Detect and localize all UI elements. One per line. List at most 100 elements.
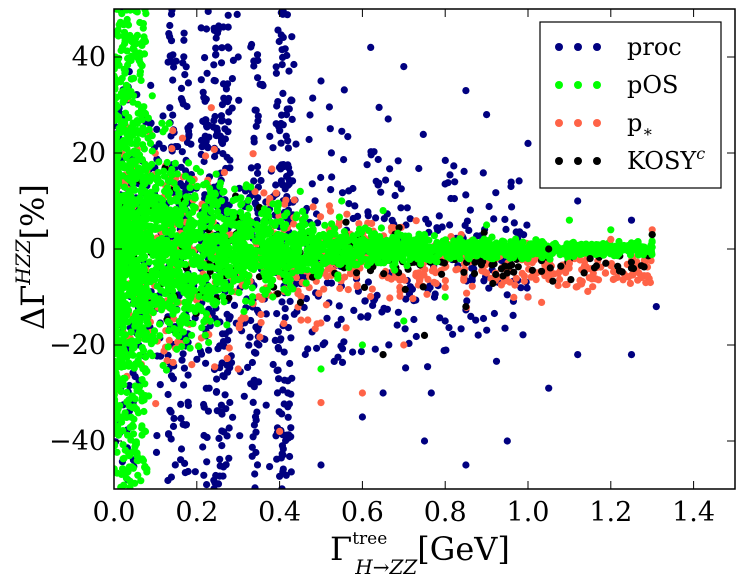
point-proc — [338, 127, 346, 135]
point-proc — [319, 341, 327, 349]
point-pos — [147, 340, 155, 348]
point-proc — [181, 469, 189, 477]
point-proc — [230, 301, 239, 309]
point-proc — [466, 206, 474, 214]
point-p — [235, 321, 243, 329]
point-pos — [134, 331, 142, 339]
point-pos — [391, 266, 399, 274]
point-proc — [302, 295, 310, 303]
point-pos — [114, 339, 121, 347]
point-proc — [273, 366, 281, 375]
point-pos — [131, 311, 139, 320]
point-pos — [189, 320, 197, 328]
point-proc — [266, 132, 274, 140]
point-proc — [501, 215, 509, 223]
point-pos — [269, 293, 277, 301]
point-pos — [151, 203, 159, 211]
point-proc — [357, 313, 365, 321]
point-pos — [335, 213, 343, 221]
point-proc — [305, 135, 313, 144]
point-pos — [223, 321, 231, 329]
point-proc — [181, 459, 189, 467]
point-proc — [280, 163, 288, 171]
point-pos — [470, 251, 478, 259]
point-pos — [123, 398, 131, 406]
point-pos — [261, 219, 269, 227]
point-proc — [335, 302, 343, 310]
point-pos — [120, 481, 128, 489]
point-proc — [501, 324, 509, 332]
point-pos — [136, 18, 144, 27]
point-proc — [204, 9, 212, 15]
point-proc — [156, 381, 164, 389]
point-proc — [168, 58, 176, 66]
point-pos — [114, 185, 121, 193]
point-pos — [259, 286, 267, 294]
point-proc — [155, 140, 163, 148]
point-proc — [235, 96, 243, 104]
point-pos — [202, 263, 210, 271]
point-proc — [472, 316, 480, 324]
point-proc — [450, 162, 458, 170]
point-pos — [141, 380, 149, 388]
point-proc — [166, 21, 174, 30]
point-pos — [115, 54, 123, 62]
point-kosyc — [546, 264, 554, 272]
point-proc — [372, 177, 380, 185]
point-proc — [199, 443, 207, 451]
point-p — [626, 279, 635, 287]
point-pos — [284, 263, 292, 271]
point-pos — [127, 350, 135, 358]
point-proc — [438, 223, 446, 231]
point-proc — [328, 173, 336, 181]
point-pos — [222, 221, 230, 229]
point-proc — [210, 117, 218, 125]
point-pos — [197, 254, 205, 263]
point-pos — [377, 224, 385, 232]
point-pos — [136, 247, 144, 255]
point-proc — [216, 455, 224, 463]
point-proc — [159, 144, 168, 152]
point-p — [643, 272, 652, 280]
point-pos — [303, 266, 311, 274]
point-pos — [120, 270, 128, 279]
point-pos — [114, 9, 121, 13]
point-pos — [197, 285, 205, 293]
point-pos — [230, 237, 238, 245]
point-proc — [433, 224, 441, 232]
point-proc — [180, 381, 188, 389]
point-p — [257, 310, 265, 319]
point-pos — [114, 321, 122, 329]
point-pos — [183, 319, 191, 327]
point-proc — [426, 283, 434, 292]
point-pos — [241, 224, 249, 232]
point-p — [432, 279, 440, 287]
point-pos — [526, 240, 534, 248]
point-proc — [200, 93, 208, 101]
point-proc — [394, 308, 402, 316]
point-pos — [499, 243, 507, 251]
point-pos — [124, 265, 132, 273]
point-pos — [303, 246, 311, 254]
point-p — [463, 289, 471, 297]
point-proc — [375, 103, 383, 111]
point-pos — [114, 305, 122, 313]
point-pos — [142, 284, 150, 292]
point-proc — [187, 140, 195, 148]
point-proc — [177, 163, 185, 171]
point-pos — [227, 217, 235, 226]
point-p — [169, 127, 177, 135]
point-pos — [353, 261, 361, 269]
point-proc — [168, 496, 175, 503]
point-pos — [153, 282, 161, 290]
point-pos — [272, 218, 280, 226]
point-pos — [137, 477, 145, 485]
point-pos — [220, 260, 228, 268]
point-pos — [169, 210, 177, 218]
point-pos — [140, 209, 148, 217]
point-pos — [401, 235, 409, 243]
point-pos — [121, 198, 130, 206]
point-p — [353, 281, 361, 289]
point-kosyc — [614, 262, 622, 270]
point-proc — [300, 303, 308, 312]
